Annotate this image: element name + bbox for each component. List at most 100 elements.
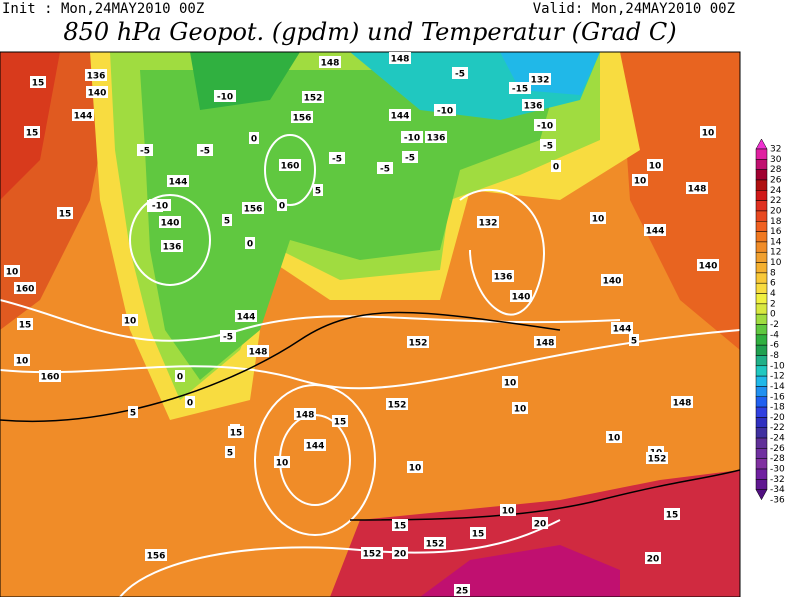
contour-label-box: [14, 282, 36, 294]
contour-label: 15: [59, 210, 72, 220]
contour-label-box: [277, 199, 287, 211]
contour-label: 0: [553, 163, 559, 173]
contour-label-box: [319, 56, 341, 68]
contour-label-box: [389, 52, 411, 64]
contour-label: 10: [702, 129, 715, 139]
contour-label: 144: [74, 112, 93, 122]
contour-label: -5: [200, 147, 210, 157]
contour-label-box: [361, 547, 383, 559]
colorbar-label: -8: [770, 351, 779, 361]
contour-label-box: [540, 139, 556, 151]
colorbar-bin: [755, 386, 768, 398]
colorbar-label: 18: [770, 217, 782, 227]
contour-label-box: [601, 274, 623, 286]
contour-label-box: [401, 131, 423, 143]
contour-label-box: [235, 310, 257, 322]
contour-label-box: [14, 354, 30, 366]
contour-label: 5: [224, 217, 230, 227]
colorbar-bin: [755, 190, 768, 201]
contour-label: 156: [244, 205, 263, 215]
colorbar-label: 22: [770, 196, 781, 206]
contour-label: 152: [304, 94, 323, 104]
map-title: 850 hPa Geopot. (gpdm) und Temperatur (G…: [63, 18, 676, 46]
colorbar-bin: [755, 458, 768, 470]
contour-label: 136: [87, 72, 106, 82]
colorbar-bin: [755, 169, 768, 181]
contour-label-box: [228, 426, 244, 438]
colorbar-bin: [755, 468, 768, 480]
contour-label: -10: [537, 122, 553, 132]
contour-label-box: [502, 376, 518, 388]
colorbar-label: -24: [770, 434, 785, 444]
colorbar-label: -26: [770, 444, 785, 454]
colorbar-label: 20: [770, 206, 782, 216]
map: 15 136 140 144 15 144 10 140 136 15 10 160 10 15 10 160…: [0, 51, 741, 597]
colorbar-label: -12: [770, 372, 785, 382]
colorbar-bin: [755, 272, 768, 284]
contour-label: 10: [514, 405, 527, 415]
colorbar-label: -10: [770, 361, 785, 371]
contour-label-box: [185, 396, 195, 408]
contour-label: 156: [147, 552, 166, 562]
contour-label-box: [167, 175, 189, 187]
contour-label-box: [128, 406, 138, 418]
colorbar-label: -2: [770, 320, 779, 330]
colorbar-bin: [755, 334, 768, 346]
contour-label-box: [407, 336, 429, 348]
contour-label: 10: [649, 162, 662, 172]
contour-label: -5: [223, 333, 233, 343]
colorbar-label: 16: [770, 227, 782, 237]
contour-label: 10: [608, 434, 621, 444]
colorbar-bin: [755, 231, 768, 243]
contour-label: -5: [543, 142, 553, 152]
colorbar-bin: [755, 427, 768, 439]
colorbar: 32302826242220181614121086420-2-4-6-8-10…: [755, 138, 785, 506]
init-time: Init : Mon,24MAY2010 00Z: [2, 1, 204, 17]
colorbar-label: -28: [770, 454, 785, 464]
contour-label: -15: [512, 85, 528, 95]
contour-label-box: [664, 508, 680, 520]
contour-label-box: [214, 90, 236, 102]
contour-label-box: [686, 182, 708, 194]
contour-label-box: [332, 415, 348, 427]
contour-label: 20: [534, 520, 547, 530]
contour-label: 140: [88, 89, 107, 99]
contour-label: 10: [16, 357, 29, 367]
contour-label: 10: [504, 379, 517, 389]
colorbar-bin: [755, 375, 768, 387]
contour-label: 15: [666, 511, 679, 521]
contour-label: 136: [494, 273, 513, 283]
colorbar-label: 26: [770, 175, 782, 185]
colorbar-label: -6: [770, 341, 779, 351]
contour-label-box: [386, 398, 408, 410]
contour-label-box: [407, 461, 423, 473]
contour-label: 148: [536, 339, 555, 349]
contour-label-box: [377, 162, 393, 174]
contour-label-box: [4, 265, 20, 277]
colorbar-label: 14: [770, 237, 782, 247]
contour-label-box: [197, 144, 213, 156]
colorbar-bin: [755, 159, 768, 170]
contour-label-box: [424, 537, 446, 549]
contour-label: 160: [16, 285, 35, 295]
contour-label: 10: [592, 215, 605, 225]
contour-label: 15: [334, 418, 347, 428]
contour-label-box: [646, 452, 668, 464]
contour-label-box: [149, 199, 171, 211]
contour-label: 10: [124, 317, 137, 327]
contour-label-box: [57, 207, 73, 219]
contour-label: 10: [6, 268, 19, 278]
contour-label-box: [294, 408, 316, 420]
contour-label-box: [389, 109, 411, 121]
colorbar-bin: [755, 221, 768, 232]
colorbar-label: 4: [770, 289, 776, 299]
contour-label-box: [242, 202, 264, 214]
contour-label: 160: [281, 162, 300, 172]
colorbar-label: -22: [770, 423, 785, 433]
contour-label: 15: [472, 530, 485, 540]
contour-label: 144: [169, 178, 188, 188]
contour-label-box: [245, 237, 255, 249]
contour-label: -5: [455, 70, 465, 80]
contour-label-box: [470, 527, 486, 539]
colorbar-bin: [755, 406, 768, 418]
